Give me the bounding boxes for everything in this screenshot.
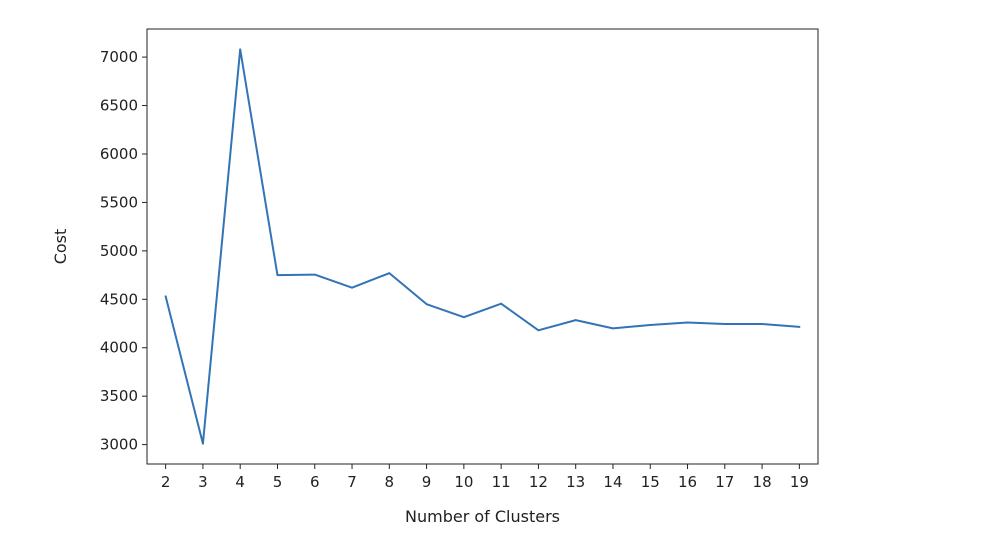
data-point <box>761 323 763 325</box>
plot-frame <box>146 28 819 465</box>
data-point <box>574 319 577 322</box>
y-tick-label: 7000 <box>100 48 138 66</box>
x-tick-label: 12 <box>529 473 548 491</box>
y-tick-label: 3000 <box>100 436 138 454</box>
y-tick-label: 6000 <box>100 145 138 163</box>
x-axis-ticks: 2 3 4 5 6 7 8 9 10 11 12 13 14 15 16 17 18 19 <box>161 464 809 491</box>
x-tick-label: 10 <box>454 473 473 491</box>
data-point <box>164 295 167 298</box>
x-tick-label: 13 <box>566 473 585 491</box>
x-tick-label: 19 <box>790 473 809 491</box>
data-point <box>388 272 391 275</box>
y-tick-label: 3500 <box>100 387 138 405</box>
data-point <box>313 273 316 276</box>
data-point <box>537 329 540 332</box>
plot-area-border <box>146 28 819 465</box>
series-line <box>164 48 801 445</box>
data-point <box>500 302 503 305</box>
x-tick-label: 11 <box>492 473 511 491</box>
data-point <box>425 303 428 306</box>
x-tick-label: 16 <box>678 473 697 491</box>
x-tick-label: 7 <box>347 473 357 491</box>
y-tick-label: 5000 <box>100 242 138 260</box>
y-axis-title: Cost <box>51 229 70 265</box>
y-tick-label: 5500 <box>100 193 138 211</box>
data-point <box>276 274 279 276</box>
data-point <box>462 316 465 319</box>
x-tick-label: 2 <box>161 473 171 491</box>
x-axis-title: Number of Clusters <box>405 507 560 526</box>
y-tick-label: 4500 <box>100 290 138 308</box>
y-tick-label: 6500 <box>100 97 138 115</box>
x-tick-label: 14 <box>603 473 622 491</box>
data-point <box>239 48 242 51</box>
data-point <box>723 323 726 325</box>
y-tick-label: 4000 <box>100 339 138 357</box>
x-tick-label: 15 <box>641 473 660 491</box>
x-tick-label: 4 <box>235 473 245 491</box>
x-tick-label: 18 <box>753 473 772 491</box>
series-layer <box>164 48 801 445</box>
x-tick-label: 8 <box>385 473 395 491</box>
x-tick-label: 17 <box>715 473 734 491</box>
x-tick-label: 5 <box>273 473 283 491</box>
data-point <box>686 321 689 324</box>
y-axis-ticks: 3000 3500 4000 4500 5000 5500 6000 6500 7000 <box>100 48 147 454</box>
x-tick-label: 3 <box>198 473 208 491</box>
x-tick-label: 6 <box>310 473 320 491</box>
data-point <box>202 442 204 445</box>
data-point <box>649 324 652 326</box>
data-point <box>798 326 801 328</box>
data-point <box>351 286 353 289</box>
x-tick-label: 9 <box>422 473 432 491</box>
data-point <box>612 327 614 330</box>
